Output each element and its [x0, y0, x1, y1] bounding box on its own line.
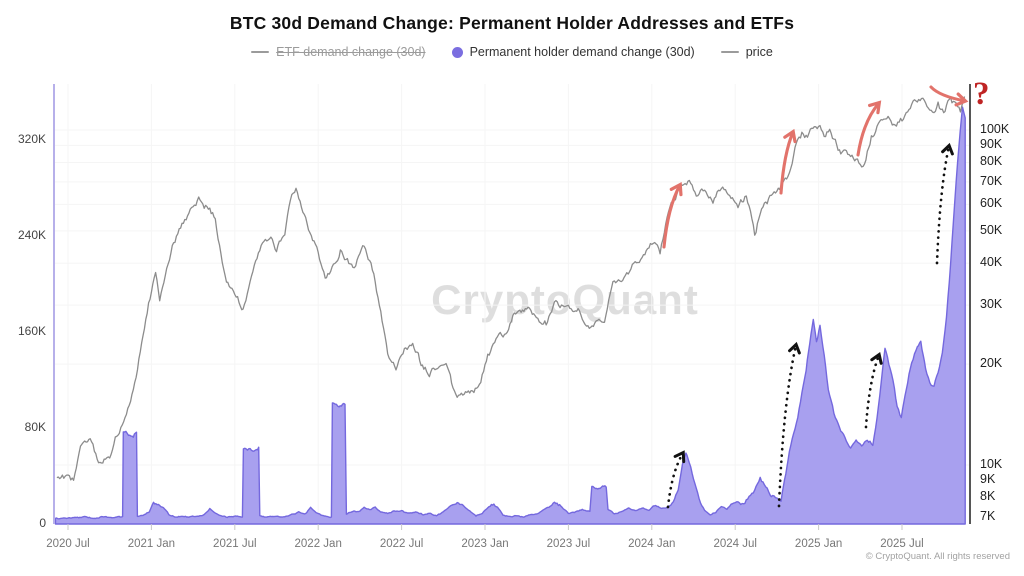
legend-line-icon	[251, 51, 270, 53]
cryptoquant-watermark: CryptoQuant	[431, 276, 699, 323]
legend-item-price[interactable]: price	[720, 45, 773, 59]
legend-label: Permanent holder demand change (30d)	[469, 45, 695, 59]
legend-line-icon	[720, 51, 739, 53]
copyright-text: © CryptoQuant. All rights reserved	[865, 551, 1010, 562]
legend-item-etf-demand-change-30d[interactable]: ETF demand change (30d)	[251, 45, 426, 59]
legend-item-permanent-holder-demand-change-30d[interactable]: Permanent holder demand change (30d)	[451, 45, 695, 59]
legend: ETF demand change (30d) Permanent holder …	[0, 45, 1024, 59]
legend-label: ETF demand change (30d)	[276, 45, 426, 59]
question-mark-annotation: ?	[973, 76, 990, 112]
chart-title: BTC 30d Demand Change: Permanent Holder …	[229, 13, 795, 33]
legend-dot-icon	[451, 46, 463, 58]
legend-label: price	[745, 45, 773, 59]
